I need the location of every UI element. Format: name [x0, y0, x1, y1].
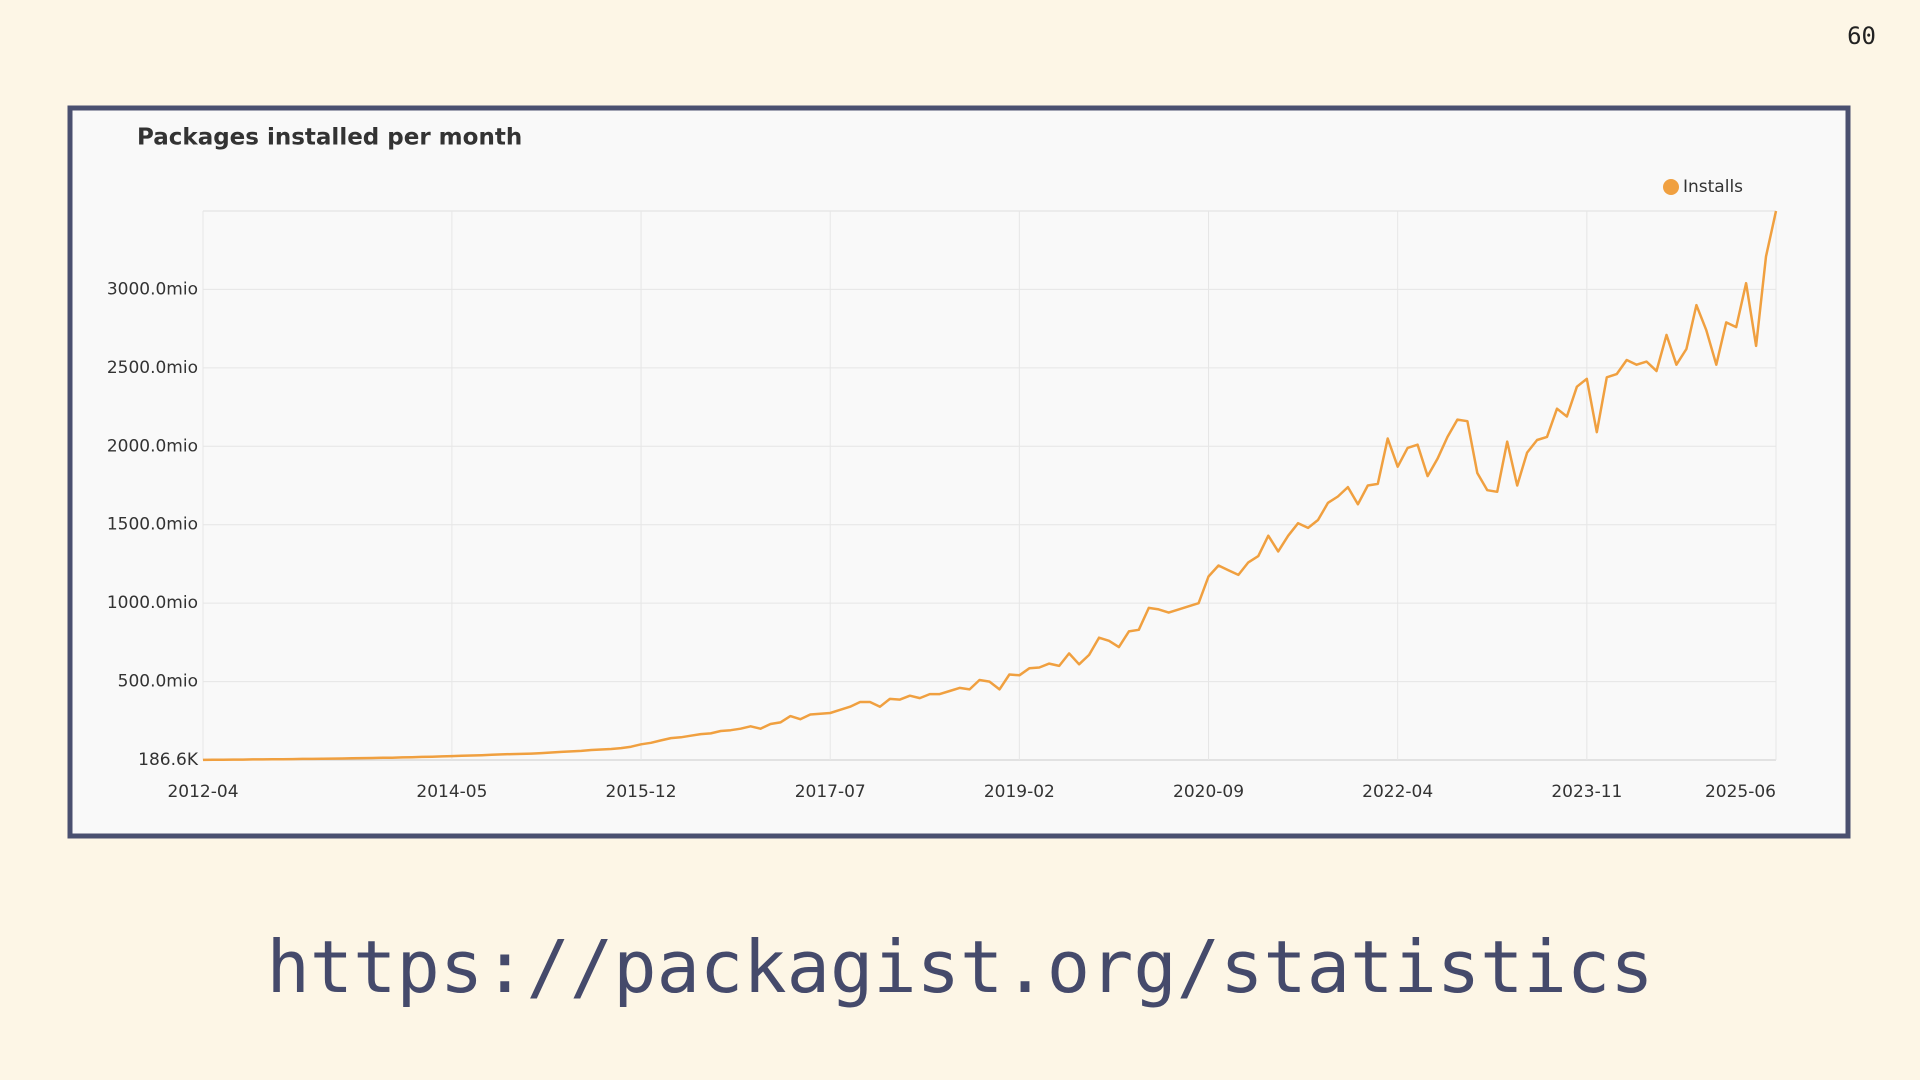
y-tick-label: 186.6K: [138, 750, 199, 770]
data-line: [202, 210, 1778, 762]
legend-marker: [1663, 179, 1679, 195]
url-caption: https://packagist.org/statistics: [266, 925, 1654, 1009]
x-tick-label: 2017-07: [795, 782, 866, 802]
chart-title: Packages installed per month: [137, 125, 522, 151]
y-tick-label: 2000.0mio: [107, 436, 198, 456]
x-tick-label: 2014-05: [416, 782, 487, 802]
legend-label: Installs: [1683, 177, 1743, 197]
y-tick-label: 3000.0mio: [107, 279, 198, 299]
x-tick-label: 2019-02: [984, 782, 1055, 802]
x-tick-label: 2022-04: [1362, 782, 1433, 802]
y-tick-label: 500.0mio: [118, 672, 198, 692]
x-tick-label: 2025-06: [1705, 782, 1776, 802]
page-number: 60: [1847, 22, 1876, 50]
x-tick-label: 2020-09: [1173, 782, 1244, 802]
x-tick-label: 2015-12: [606, 782, 677, 802]
y-tick-label: 2500.0mio: [107, 358, 198, 378]
chart-frame: [67, 105, 1851, 839]
x-tick-label: 2012-04: [167, 782, 238, 802]
y-tick-label: 1000.0mio: [107, 593, 198, 613]
x-tick-label: 2023-11: [1551, 782, 1622, 802]
y-tick-label: 1500.0mio: [107, 515, 198, 535]
